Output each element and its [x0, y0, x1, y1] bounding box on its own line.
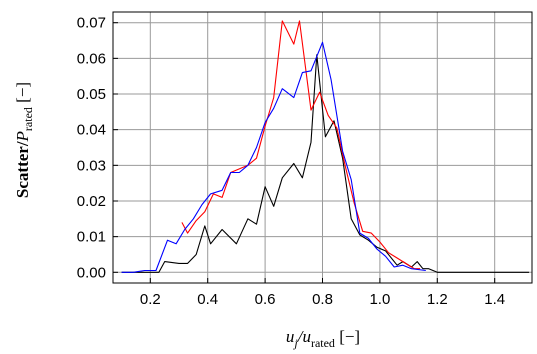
y-tick-label: 0.07: [77, 15, 106, 32]
y-tick-label: 0.00: [77, 264, 106, 281]
y-tick-label: 0.02: [77, 193, 106, 210]
y-tick-label: 0.04: [77, 122, 106, 139]
series-line-1: [121, 54, 530, 273]
axis-ticks: 0.2 0.4 0.6 0.8 1.0 1.2 1.4 0.00 0.01 0.02 0.03 0.0…: [77, 15, 505, 308]
x-axis-label: uj/urated [−]: [286, 327, 360, 350]
x-tick-label: 0.8: [312, 291, 333, 308]
series-line-3: [121, 41, 426, 273]
x-tick-label: 1.0: [369, 291, 390, 308]
y-tick-label: 0.05: [77, 86, 106, 103]
x-tick-label: 0.4: [197, 291, 218, 308]
series-lines: [121, 20, 530, 273]
y-axis-label: Scatter/Prated [−]: [13, 82, 35, 198]
y-tick-label: 0.03: [77, 157, 106, 174]
y-tick-label: 0.06: [77, 50, 106, 67]
grid: [113, 12, 532, 283]
x-tick-label: 1.4: [484, 291, 505, 308]
y-tick-label: 0.01: [77, 229, 106, 246]
x-tick-label: 0.2: [140, 291, 161, 308]
x-tick-label: 1.2: [427, 291, 448, 308]
x-tick-label: 0.6: [255, 291, 276, 308]
series-line-2: [181, 20, 421, 270]
